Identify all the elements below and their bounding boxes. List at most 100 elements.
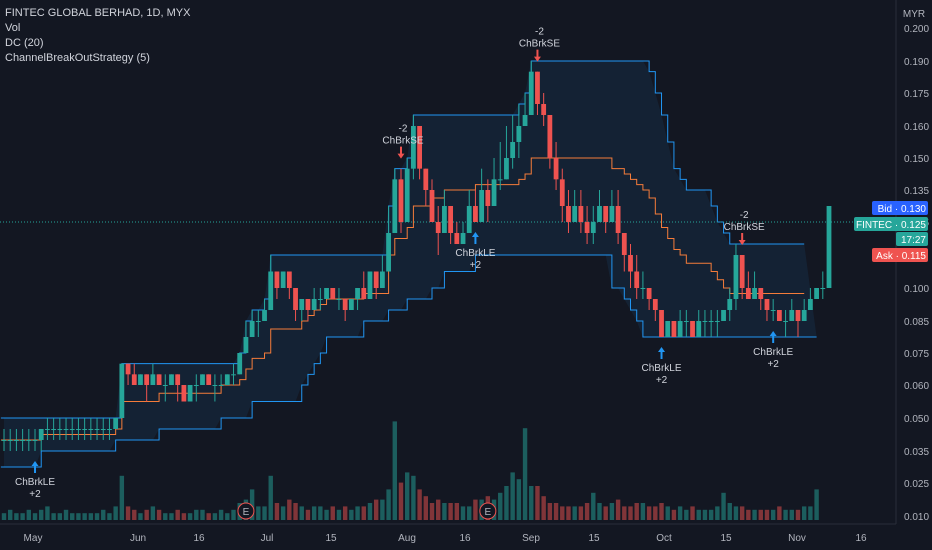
- candle-body: [262, 310, 267, 321]
- volume-bar: [63, 509, 69, 520]
- legend-vol[interactable]: Vol: [5, 22, 21, 34]
- y-tick-label: 0.150: [904, 154, 929, 165]
- candle-body: [200, 374, 205, 385]
- volume-bar: [721, 492, 726, 520]
- candle-body: [714, 321, 720, 322]
- y-tick-label: 0.200: [904, 24, 929, 35]
- candle-body: [181, 385, 187, 402]
- volume-bar: [529, 486, 534, 520]
- candle-body: [410, 126, 416, 169]
- volume-bar: [287, 499, 292, 520]
- volume-bar: [677, 506, 683, 520]
- candle-body: [745, 288, 751, 299]
- volume-bar: [367, 503, 373, 520]
- volume-bar: [324, 509, 329, 520]
- price-tag-label: Bid · 0.130: [878, 204, 927, 215]
- volume-bar: [547, 503, 553, 520]
- candle-body: [299, 299, 305, 310]
- candle-body: [386, 233, 391, 272]
- volume-bar: [206, 513, 211, 520]
- volume-bar: [274, 503, 280, 520]
- volume-bar: [597, 503, 602, 520]
- volume-bar: [572, 506, 577, 520]
- x-tick-label: Jun: [130, 533, 146, 544]
- candle-body: [634, 271, 640, 288]
- candle-body: [286, 271, 292, 288]
- candle-body: [26, 440, 32, 441]
- candle-body: [677, 321, 683, 337]
- volume-bar: [280, 506, 286, 520]
- y-tick-label: 0.100: [904, 284, 929, 295]
- candle-body: [541, 104, 547, 115]
- volume-bar: [715, 506, 720, 520]
- candle-body: [193, 385, 199, 386]
- candle-body: [107, 429, 112, 430]
- volume-bar: [256, 506, 261, 520]
- x-tick-label: 15: [325, 533, 337, 544]
- y-tick-label: 0.175: [904, 89, 929, 100]
- long-entry-arrow: [769, 331, 777, 343]
- candle-body: [169, 374, 174, 385]
- x-tick-label: Oct: [656, 533, 672, 544]
- volume-bar: [560, 506, 565, 520]
- candle-body: [504, 158, 509, 180]
- volume-bar: [70, 513, 75, 520]
- candle-body: [752, 288, 757, 299]
- candle-body: [88, 429, 94, 430]
- volume-bar: [739, 506, 745, 520]
- candle-body: [683, 321, 689, 322]
- volume-bar: [39, 509, 44, 520]
- volume-bar: [429, 503, 435, 520]
- candle-body: [708, 321, 714, 322]
- candle-body: [392, 179, 398, 233]
- legend-strategy[interactable]: ChannelBreakOutStrategy (5): [5, 52, 150, 64]
- volume-bar: [94, 513, 100, 520]
- candle-body: [429, 190, 435, 222]
- candle-body: [150, 374, 156, 385]
- volume-bar: [8, 509, 13, 520]
- signal-label: +2: [767, 359, 779, 370]
- candle-body: [609, 206, 615, 222]
- x-tick-label: 16: [193, 533, 205, 544]
- volume-bar: [417, 489, 422, 520]
- candle-body: [231, 374, 236, 376]
- volume-bar: [113, 506, 118, 520]
- candle-body: [640, 288, 646, 289]
- volume-bar: [733, 506, 739, 520]
- candle-body: [237, 353, 243, 375]
- candle-body: [435, 222, 441, 233]
- volume-bar: [454, 503, 460, 520]
- candle-body: [814, 288, 819, 299]
- candle-body: [76, 429, 81, 430]
- volume-bar: [342, 506, 348, 520]
- candle-body: [280, 271, 286, 288]
- candle-body: [187, 385, 193, 402]
- volume-bar: [187, 513, 193, 520]
- signal-label: -2: [535, 27, 544, 38]
- volume-bar: [119, 475, 125, 520]
- candle-body: [758, 288, 764, 299]
- candle-body: [317, 299, 323, 300]
- candle-body: [466, 206, 472, 233]
- candle-body: [119, 363, 125, 418]
- candle-body: [398, 179, 404, 222]
- volume-bar: [814, 489, 819, 520]
- candle-body: [448, 206, 454, 233]
- candle-body: [764, 299, 770, 310]
- volume-bar: [591, 492, 596, 520]
- candle-body: [659, 310, 664, 337]
- volume-bar: [200, 509, 205, 520]
- price-tag: [872, 201, 928, 215]
- candle-body: [646, 288, 652, 299]
- legend-dc[interactable]: DC (20): [5, 37, 44, 49]
- y-tick-label: 0.025: [904, 479, 929, 490]
- candle-body: [255, 321, 261, 322]
- volume-bar: [634, 503, 639, 520]
- candle-body: [522, 115, 528, 126]
- y-tick-label: 0.075: [904, 349, 929, 360]
- candle-body: [63, 429, 69, 430]
- symbol-title[interactable]: FINTEC GLOBAL BERHAD, 1D, MYX: [5, 7, 191, 19]
- candle-body: [268, 271, 274, 310]
- volume-bar: [504, 486, 509, 520]
